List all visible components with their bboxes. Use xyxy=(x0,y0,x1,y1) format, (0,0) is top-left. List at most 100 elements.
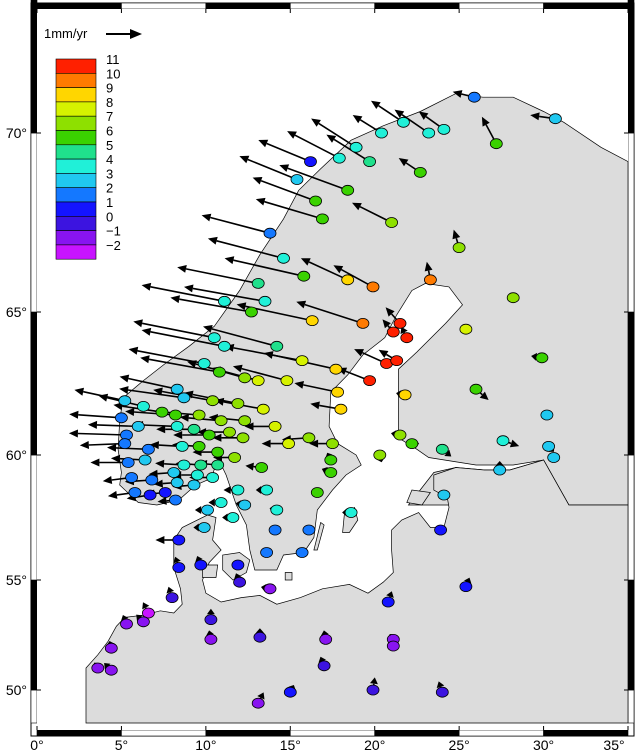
velocity-arrow-shaft xyxy=(308,261,349,281)
velocity-arrow-head xyxy=(386,591,394,598)
gps-station-marker xyxy=(386,640,400,652)
gps-station-marker xyxy=(260,547,274,558)
gps-station-marker xyxy=(489,138,503,150)
gps-station-marker xyxy=(201,504,214,516)
gps-station-marker xyxy=(175,440,189,452)
gps-station-marker xyxy=(187,479,201,491)
gps-station-marker xyxy=(207,332,221,344)
gps-station-marker xyxy=(356,317,370,329)
velocity-arrow-head xyxy=(149,441,159,450)
velocity-arrow-shaft xyxy=(318,122,357,148)
velocity-arrow-head xyxy=(223,486,231,494)
velocity-arrow-head xyxy=(252,177,263,185)
gps-station-marker xyxy=(270,340,284,352)
gps-station-marker xyxy=(331,386,345,398)
velocity-arrow-head xyxy=(333,265,344,274)
map-plot-area xyxy=(36,9,629,730)
legend-swatch xyxy=(55,130,97,146)
lat-tick-label: 65° xyxy=(6,304,27,320)
velocity-arrow-shaft xyxy=(96,424,139,428)
frame-segment-top xyxy=(36,2,122,10)
frame-segment-right xyxy=(627,454,635,581)
gps-station-marker xyxy=(341,184,355,196)
velocity-arrow-head xyxy=(239,155,250,164)
frame-segment-bottom xyxy=(458,729,544,737)
gps-station-marker xyxy=(255,462,269,473)
gps-station-marker xyxy=(506,292,520,304)
gps-station-marker xyxy=(535,352,549,364)
velocity-arrow-head xyxy=(509,439,520,448)
velocity-arrow-head xyxy=(234,573,242,580)
velocity-arrow-head xyxy=(184,284,194,293)
velocity-arrow-head xyxy=(481,116,490,127)
velocity-arrow-shaft xyxy=(179,298,252,313)
velocity-arrow-head xyxy=(195,556,203,562)
velocity-arrow-head xyxy=(326,134,337,143)
gps-station-marker xyxy=(260,484,274,496)
frame-segment-right xyxy=(627,0,635,134)
gps-station-marker xyxy=(165,592,179,603)
velocity-arrow-shaft xyxy=(260,180,316,202)
gps-station-marker xyxy=(238,499,252,511)
velocity-arrow-head xyxy=(157,496,167,505)
lat-tick-label: 70° xyxy=(6,125,27,141)
gps-station-marker xyxy=(459,581,473,592)
gps-station-marker xyxy=(373,449,387,461)
gps-station-marker xyxy=(435,686,449,698)
gps-station-marker xyxy=(128,487,142,498)
gps-station-marker xyxy=(324,454,338,466)
gps-station-marker xyxy=(268,524,282,536)
gps-station-marker xyxy=(496,435,510,447)
legend-swatch xyxy=(55,244,97,260)
velocity-arrow-shaft xyxy=(216,240,284,260)
gps-station-marker xyxy=(136,400,150,412)
gps-station-marker xyxy=(326,438,339,450)
gps-station-marker xyxy=(238,372,252,384)
velocity-arrow-head xyxy=(400,326,408,335)
velocity-arrow-head xyxy=(444,449,452,457)
velocity-arrow-head xyxy=(300,258,311,266)
gps-station-marker xyxy=(459,323,473,335)
lon-tick-labels: 0° 5° 10° 15° 20° 25° 30° 35° xyxy=(30,737,624,753)
velocity-arrow-head xyxy=(244,422,254,431)
gps-station-marker xyxy=(366,684,380,696)
gps-station-marker xyxy=(297,270,311,282)
legend-swatch xyxy=(55,173,97,188)
gps-station-marker xyxy=(467,91,481,103)
gps-station-marker xyxy=(319,634,333,645)
velocity-arrow-head xyxy=(90,458,100,467)
gps-station-marker xyxy=(393,429,407,441)
gps-station-marker xyxy=(192,440,206,452)
gps-station-marker xyxy=(304,156,317,168)
gps-station-marker xyxy=(277,252,290,264)
gps-station-marker xyxy=(282,438,296,450)
frame-segment-bottom xyxy=(121,729,207,737)
gps-station-marker xyxy=(309,195,323,207)
continental-europe-landmass xyxy=(85,459,629,724)
legend-label: 3 xyxy=(106,166,113,181)
velocity-arrow-head xyxy=(166,586,175,594)
legend-swatch xyxy=(55,187,97,203)
velocity-arrow-head xyxy=(119,374,130,383)
velocity-arrow-shaft xyxy=(192,287,266,303)
velocity-arrow-head xyxy=(385,307,395,317)
velocity-arrow-head xyxy=(170,295,180,304)
gps-station-marker xyxy=(231,559,245,571)
gps-station-marker xyxy=(143,489,157,501)
gps-station-marker xyxy=(194,459,208,471)
gps-station-marker xyxy=(155,406,169,418)
gps-station-marker xyxy=(349,141,363,153)
frame-segment-top xyxy=(289,2,376,10)
velocity-arrow-head xyxy=(141,327,152,336)
gps-station-marker xyxy=(341,274,355,286)
gps-station-marker xyxy=(125,472,139,483)
velocity-arrow-shaft xyxy=(247,158,298,181)
gps-station-marker xyxy=(332,152,346,164)
gps-station-marker xyxy=(363,156,377,168)
velocity-arrow-head xyxy=(173,556,181,564)
velocity-arrow-shaft xyxy=(141,322,215,339)
legend-swatches xyxy=(55,58,97,260)
gps-station-marker xyxy=(170,477,184,488)
velocity-arrow-head xyxy=(128,346,139,355)
